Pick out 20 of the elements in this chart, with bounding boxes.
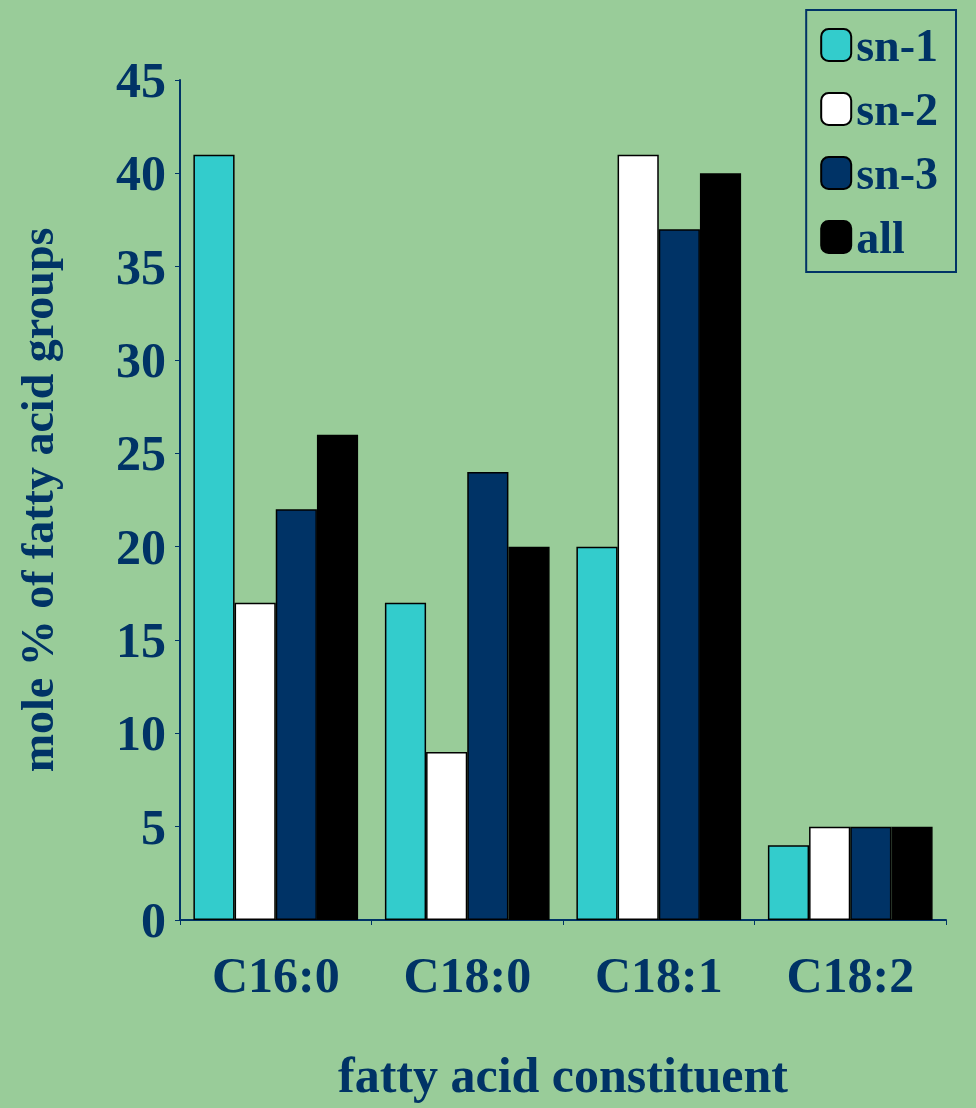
x-tick-label: C18:0 [403, 947, 532, 1003]
y-tick-label: 10 [116, 705, 166, 762]
y-axis-title: mole % of fatty acid groups [11, 227, 63, 773]
y-tick-label: 20 [116, 518, 166, 575]
x-tick-label: C16:0 [211, 947, 340, 1003]
legend-label: sn-1 [856, 19, 939, 71]
legend-label: sn-3 [856, 147, 939, 199]
y-tick-label: 30 [116, 332, 166, 388]
x-tick-label: C18:1 [594, 947, 723, 1003]
y-tick-label: 15 [116, 612, 166, 668]
legend-label: sn-2 [856, 83, 939, 135]
y-tick-label: 35 [116, 238, 166, 295]
y-tick-label: 25 [116, 425, 166, 482]
y-tick-label: 0 [141, 892, 166, 948]
y-tick-label: 5 [141, 798, 166, 855]
x-axis-title: fatty acid constituent [338, 1047, 789, 1103]
y-tick-label: 45 [116, 52, 166, 108]
legend-label: all [856, 211, 905, 263]
y-tick-label: 40 [116, 145, 166, 202]
x-tick-label: C18:2 [786, 947, 915, 1003]
